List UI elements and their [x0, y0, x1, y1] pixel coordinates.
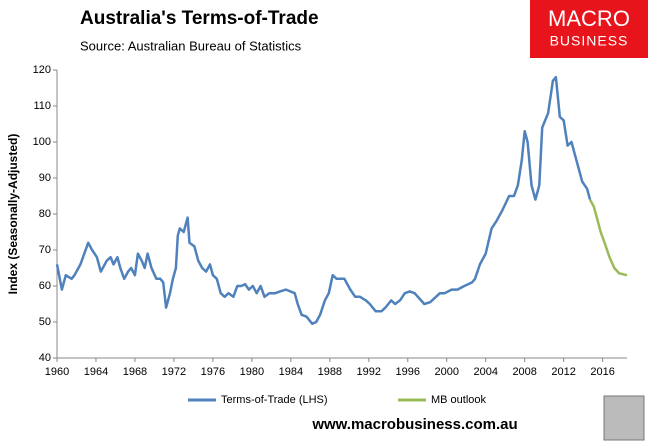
x-tick-label: 1996 [396, 366, 420, 378]
x-tick-label: 1980 [240, 366, 264, 378]
x-tick-label: 1976 [201, 366, 225, 378]
logo-text: BUSINESS [550, 33, 629, 49]
x-tick-label: 1960 [45, 366, 69, 378]
chart-subtitle: Source: Australian Bureau of Statistics [80, 38, 302, 53]
y-tick-label: 40 [39, 352, 51, 364]
x-tick-label: 2004 [473, 366, 497, 378]
y-axis-label: Index (Seasonally-Adjusted) [6, 134, 20, 295]
logo-text: MACRO [548, 6, 630, 31]
x-tick-label: 1992 [357, 366, 381, 378]
x-tick-label: 2008 [512, 366, 536, 378]
x-tick-label: 2016 [590, 366, 614, 378]
y-tick-label: 120 [33, 64, 51, 76]
x-tick-label: 2012 [551, 366, 575, 378]
x-tick-label: 1964 [84, 366, 108, 378]
wolf-icon [603, 395, 645, 441]
y-tick-label: 110 [33, 100, 51, 112]
footer: www.macrobusiness.com.au [311, 416, 517, 433]
y-tick-label: 70 [39, 244, 51, 256]
x-tick-label: 1988 [318, 366, 342, 378]
y-tick-label: 60 [39, 280, 51, 292]
x-tick-label: 2000 [435, 366, 459, 378]
x-tick-label: 1984 [279, 366, 303, 378]
chart-title: Australia's Terms-of-Trade [80, 8, 319, 29]
legend-label: Terms-of-Trade (LHS) [221, 394, 328, 406]
x-tick-label: 1968 [123, 366, 147, 378]
x-tick-label: 1972 [162, 366, 186, 378]
y-tick-label: 90 [39, 172, 51, 184]
series-line [55, 75, 592, 326]
y-tick-label: 100 [33, 136, 51, 148]
legend-label: MB outlook [431, 394, 487, 406]
logo-box [530, 0, 648, 58]
y-tick-label: 80 [39, 208, 51, 220]
y-tick-label: 50 [39, 316, 51, 328]
series-line [588, 199, 628, 277]
